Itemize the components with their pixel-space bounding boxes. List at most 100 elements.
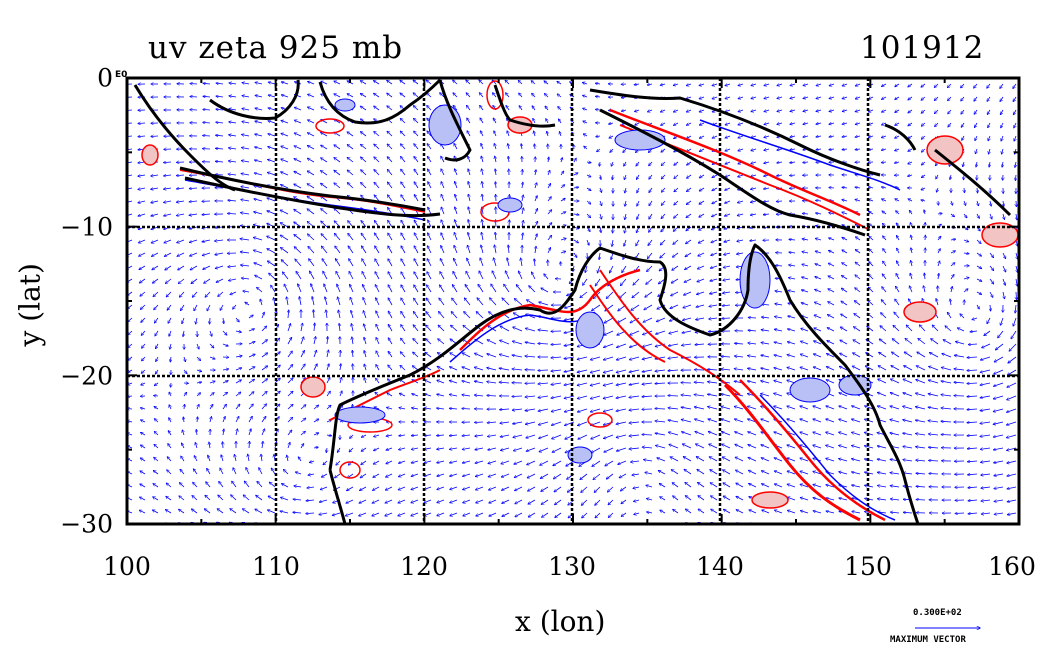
- wind-vector: [842, 123, 848, 124]
- wind-vector: [621, 97, 627, 98]
- wind-vector: [282, 484, 289, 488]
- wind-vector: [1007, 408, 1017, 412]
- wind-vector: [660, 252, 666, 258]
- wind-vector: [463, 512, 471, 516]
- wind-vector: [826, 406, 835, 410]
- wind-vector: [140, 484, 146, 488]
- wind-vector: [612, 174, 613, 180]
- wind-vector: [892, 339, 900, 345]
- wind-vector: [578, 434, 588, 439]
- wind-vector: [204, 278, 211, 283]
- wind-vector: [723, 483, 731, 488]
- wind-vector: [347, 183, 354, 189]
- wind-vector: [738, 201, 744, 203]
- wind-vector: [245, 302, 250, 306]
- wind-vector: [388, 365, 393, 371]
- wind-vector: [154, 444, 159, 449]
- wind-vector: [501, 447, 510, 450]
- wind-vector: [980, 422, 991, 424]
- wind-vector: [951, 200, 953, 205]
- wind-vector: [477, 298, 484, 306]
- wind-vector: [552, 434, 562, 439]
- wind-vector: [334, 145, 341, 150]
- wind-vector: [906, 325, 913, 332]
- wind-vector: [621, 539, 626, 542]
- wind-vector: [115, 344, 120, 347]
- wind-vector: [242, 109, 250, 111]
- wind-vector: [686, 200, 692, 205]
- wind-vector: [587, 252, 588, 259]
- wind-vector: [216, 148, 224, 149]
- wind-vector: [721, 356, 731, 357]
- wind-vector: [287, 391, 293, 397]
- wind-vector: [712, 200, 718, 204]
- wind-vector: [674, 213, 679, 218]
- wind-vector: [350, 434, 354, 438]
- wind-vector: [441, 194, 445, 202]
- wind-vector: [255, 275, 263, 280]
- wind-vector: [734, 369, 744, 370]
- wind-vector: [332, 512, 341, 515]
- wind-vector: [191, 536, 197, 539]
- wind-vector: [388, 285, 393, 293]
- wind-vector: [903, 446, 913, 448]
- wind-vector: [501, 473, 510, 477]
- wind-vector: [748, 330, 757, 331]
- wind-vector: [555, 539, 561, 543]
- wind-vector: [235, 417, 239, 423]
- wind-vector: [880, 326, 887, 332]
- wind-vector: [608, 539, 613, 542]
- wind-vector: [547, 210, 552, 215]
- wind-vector: [222, 381, 228, 384]
- wind-vector: [841, 314, 848, 319]
- wind-vector: [642, 383, 653, 384]
- wind-vector: [363, 298, 367, 306]
- wind-vector: [374, 157, 380, 163]
- wind-vector: [281, 185, 289, 189]
- wind-vector: [177, 175, 185, 176]
- wind-vector: [681, 407, 692, 410]
- reference-vector-label: MAXIMUM VECTOR: [890, 635, 966, 645]
- wind-vector: [948, 109, 952, 114]
- wind-vector: [1015, 304, 1016, 313]
- wind-vector: [1003, 200, 1004, 206]
- wind-vector: [761, 458, 770, 462]
- wind-vector: [321, 171, 328, 176]
- wind-vector: [736, 483, 744, 488]
- wind-vector: [310, 271, 315, 280]
- wind-vector: [855, 250, 861, 254]
- wind-vector: [155, 330, 159, 336]
- wind-vector: [115, 357, 120, 360]
- wind-vector: [254, 250, 263, 254]
- wind-vector: [462, 409, 471, 410]
- wind-vector: [248, 454, 249, 462]
- wind-vector: [712, 187, 718, 191]
- wind-vector: [695, 432, 705, 436]
- wind-vector: [152, 265, 159, 270]
- wind-vector: [463, 473, 471, 476]
- wind-vector: [169, 418, 171, 423]
- wind-vector: [127, 123, 133, 124]
- wind-vector: [166, 496, 172, 501]
- wind-vector: [358, 539, 366, 541]
- wind-vector: [605, 460, 614, 466]
- vorticity-positive-contour: [751, 491, 789, 509]
- wind-vector: [813, 498, 822, 501]
- wind-vector: [841, 301, 848, 306]
- wind-vector: [616, 434, 627, 438]
- wind-vector: [236, 429, 238, 436]
- wind-vector: [629, 448, 640, 449]
- wind-vector: [895, 123, 900, 125]
- wind-vector: [209, 343, 214, 348]
- wind-vector: [668, 408, 679, 409]
- wind-vector: [976, 265, 982, 269]
- wind-vector: [141, 432, 146, 436]
- wind-vector: [649, 200, 653, 206]
- wind-vector: [462, 435, 471, 436]
- wind-vector: [649, 226, 653, 232]
- wind-vector: [557, 81, 562, 85]
- wind-vector: [529, 286, 536, 293]
- wind-vector: [892, 352, 900, 358]
- wind-vector: [574, 158, 576, 163]
- wind-vector: [479, 80, 484, 85]
